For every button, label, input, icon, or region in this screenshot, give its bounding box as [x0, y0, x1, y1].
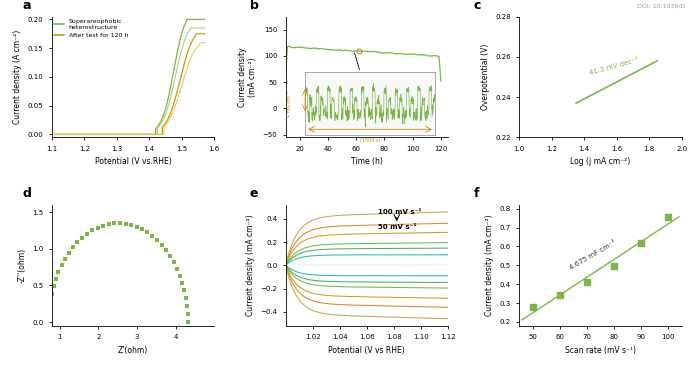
- Y-axis label: Current density (A cm⁻²): Current density (A cm⁻²): [13, 30, 22, 124]
- Point: [126, 222, 137, 228]
- Text: 4.675 mF cm⁻²: 4.675 mF cm⁻²: [568, 240, 617, 271]
- Point: [176, 280, 188, 286]
- Point: [51, 276, 62, 282]
- Point: [92, 225, 103, 231]
- Text: b: b: [250, 0, 259, 12]
- Point: [142, 229, 153, 235]
- Point: [179, 287, 190, 293]
- Text: c: c: [474, 0, 481, 12]
- Point: [161, 247, 172, 253]
- Point: [662, 214, 673, 220]
- Point: [136, 226, 147, 232]
- X-axis label: Potential (V vs RHE): Potential (V vs RHE): [329, 346, 405, 355]
- Point: [56, 262, 67, 268]
- Point: [63, 250, 74, 256]
- Point: [67, 244, 78, 250]
- Point: [45, 299, 56, 305]
- Point: [98, 223, 109, 229]
- Point: [114, 220, 125, 226]
- Y-axis label: -Z''(ohm): -Z''(ohm): [18, 248, 27, 283]
- Point: [103, 221, 114, 227]
- Point: [53, 269, 64, 275]
- Point: [581, 279, 592, 285]
- Text: 50 mV s⁻¹: 50 mV s⁻¹: [378, 224, 417, 230]
- Text: DOI: 10.1039/D: DOI: 10.1039/D: [637, 4, 685, 9]
- Point: [44, 307, 55, 312]
- Text: 41.3 mV dec⁻¹: 41.3 mV dec⁻¹: [588, 57, 639, 76]
- Point: [181, 303, 192, 309]
- X-axis label: Potential (V vs.RHE): Potential (V vs.RHE): [95, 157, 172, 166]
- Point: [183, 319, 194, 325]
- Point: [554, 291, 565, 297]
- Point: [156, 242, 167, 248]
- Point: [82, 231, 93, 237]
- Y-axis label: Overpotential (V): Overpotential (V): [481, 44, 490, 110]
- Point: [168, 259, 179, 265]
- Text: a: a: [23, 0, 31, 12]
- X-axis label: Scan rate (mV s⁻¹): Scan rate (mV s⁻¹): [565, 346, 636, 355]
- Y-axis label: Current density
(mA cm⁻²): Current density (mA cm⁻²): [237, 47, 257, 107]
- X-axis label: Z'(ohm): Z'(ohm): [118, 346, 148, 355]
- Text: e: e: [250, 187, 258, 200]
- Point: [635, 240, 646, 245]
- Point: [527, 304, 538, 310]
- Point: [109, 220, 120, 226]
- Text: d: d: [23, 187, 32, 200]
- Text: 100 mV s⁻¹: 100 mV s⁻¹: [378, 209, 421, 215]
- Point: [48, 283, 59, 289]
- Point: [181, 295, 192, 301]
- Point: [182, 311, 193, 317]
- Y-axis label: Current density (mA cm⁻²): Current density (mA cm⁻²): [485, 215, 494, 316]
- Point: [120, 221, 131, 227]
- X-axis label: Time (h): Time (h): [351, 157, 383, 166]
- Point: [60, 256, 71, 262]
- Point: [152, 237, 163, 243]
- Y-axis label: Current density (mA cm⁻²): Current density (mA cm⁻²): [246, 215, 255, 316]
- Text: f: f: [474, 187, 480, 200]
- Point: [86, 227, 98, 233]
- Point: [165, 253, 176, 259]
- X-axis label: Log (j mA cm⁻²): Log (j mA cm⁻²): [570, 157, 630, 166]
- Point: [131, 224, 143, 230]
- Point: [147, 233, 158, 239]
- Point: [72, 239, 83, 245]
- Point: [46, 291, 57, 297]
- Point: [77, 235, 88, 241]
- Legend: Superareophobic
heterostructure, After test for 120 h: Superareophobic heterostructure, After t…: [53, 18, 129, 40]
- Point: [608, 263, 619, 269]
- Point: [174, 273, 185, 279]
- Point: [172, 266, 183, 272]
